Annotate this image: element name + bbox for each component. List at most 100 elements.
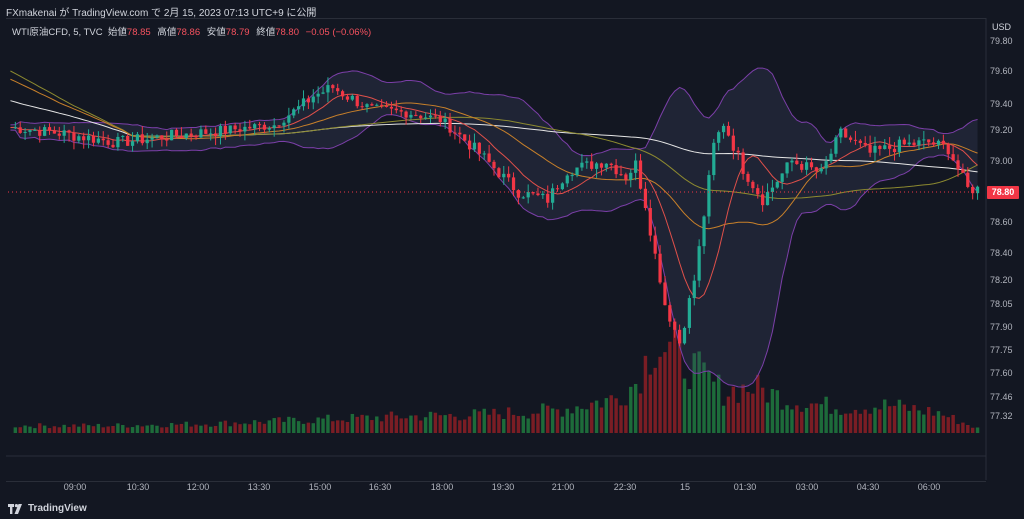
x-tick-label: 16:30 [369,482,392,492]
volume-bar [86,425,91,433]
candle-body [536,193,540,196]
candle-body [570,175,574,177]
candle-body [692,280,696,299]
candle-body [731,135,735,151]
candle-body [594,163,599,169]
x-tick-label: 13:30 [248,482,271,492]
volume-bar [638,393,643,433]
candle-body [33,129,37,131]
volume-bar [594,400,599,433]
tradingview-logo[interactable]: TradingView [8,503,87,514]
y-tick-label: 79.80 [990,36,1013,46]
bollinger-fill [10,68,978,388]
volume-bar [453,416,457,433]
candle-body [184,133,188,138]
candle-body [384,105,389,107]
volume-bar [467,416,472,433]
candle-body [321,92,325,94]
volume-bar [506,407,511,433]
volume-bar [72,424,76,433]
volume-bar [712,381,716,433]
candle-body [135,134,140,142]
volume-bar [160,427,164,433]
volume-bar [23,425,27,433]
volume-bar [472,409,477,433]
candle-body [775,181,779,188]
volume-bar [81,423,86,433]
volume-bar [194,424,198,433]
volume-bar [477,411,482,433]
candle-body [204,129,208,134]
volume-bar [775,390,780,433]
volume-bar [150,424,154,433]
candle-body [316,93,320,97]
candle-body [853,139,858,141]
volume-bar [287,416,291,433]
volume-bar [67,427,71,433]
candle-body [712,142,716,176]
volume-bar [785,405,789,433]
candle-body [77,136,81,141]
candle-body [360,106,364,108]
candle-body [326,85,330,93]
volume-bar [585,409,589,433]
candle-body [428,115,433,118]
volume-bar [521,415,526,433]
candle-body [707,175,711,217]
candle-body [765,192,770,206]
volume-bar [345,421,350,433]
y-tick-label: 79.20 [990,125,1013,135]
y-tick-label: 77.90 [990,322,1013,332]
candle-body [585,161,589,163]
x-tick-label: 01:30 [734,482,757,492]
candle-body [96,138,100,143]
volume-bar [404,418,408,433]
volume-bar [438,415,442,433]
volume-bar [721,405,726,433]
volume-bar [199,425,203,433]
candle-body [233,125,237,130]
candle-body [917,140,921,146]
volume-bar [804,407,809,433]
volume-bar [57,427,61,433]
volume-bar [931,415,936,433]
candle-body [62,130,66,136]
volume-bar [52,426,57,433]
volume-bar [946,417,950,433]
candle-body [614,165,618,175]
volume-bar [433,412,438,433]
volume-bar [887,406,892,433]
candle-body [931,142,936,145]
candle-body [213,133,218,137]
volume-bar [121,425,125,433]
volume-bar [536,413,540,433]
candle-body [194,135,198,138]
volume-bar [482,408,486,433]
volume-bar [257,421,262,433]
high-label: 高値 [157,27,177,38]
volume-bar [873,407,877,433]
candle-body [873,145,877,153]
volume-bar [502,418,506,433]
y-tick-label: 77.32 [990,411,1013,421]
volume-bar [702,362,706,433]
candle-body [756,188,760,195]
volume-bar [252,420,257,433]
volume-bar [975,427,980,433]
candle-body [297,106,301,110]
bollinger-upper [10,67,978,157]
symbol-label: WTI原油CFD, 5, TVC [12,27,103,38]
candle-body [844,128,848,138]
volume-bar [331,421,335,433]
volume-bar [204,424,208,433]
candle-body [248,126,252,129]
chart-frame[interactable] [6,18,986,482]
x-tick-label: 15 [680,482,690,492]
candle-body [482,153,486,155]
volume-bar [326,414,330,433]
candle-body [365,104,369,108]
volume-bar [546,405,550,433]
volume-bar [878,409,882,433]
volume-bar [834,409,838,433]
